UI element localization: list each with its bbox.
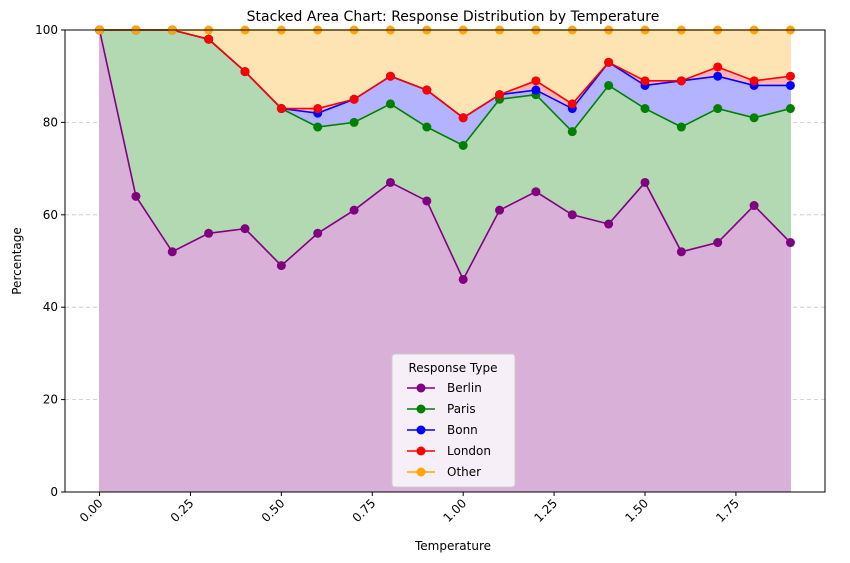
legend-item-other: Other bbox=[407, 465, 481, 479]
marker-berlin bbox=[313, 228, 323, 238]
x-tick-label: 0.50 bbox=[259, 496, 288, 525]
marker-berlin bbox=[785, 238, 795, 248]
series-markers bbox=[95, 25, 795, 284]
line-berlin bbox=[98, 29, 792, 282]
legend-title: Response Type bbox=[408, 361, 497, 375]
y-tick-label: 100 bbox=[35, 23, 58, 37]
marker-paris bbox=[676, 122, 686, 132]
legend-label: London bbox=[447, 444, 491, 458]
marker-london bbox=[276, 104, 286, 114]
marker-london bbox=[458, 113, 468, 123]
marker-berlin bbox=[422, 196, 432, 206]
y-axis-label: Percentage bbox=[10, 227, 24, 295]
marker-bonn bbox=[531, 85, 541, 95]
y-tick-label: 40 bbox=[43, 300, 58, 314]
legend-item-paris: Paris bbox=[407, 402, 476, 416]
marker-london bbox=[604, 57, 614, 67]
legend-swatch-marker bbox=[416, 467, 426, 477]
marker-paris bbox=[713, 104, 723, 114]
marker-berlin bbox=[676, 247, 686, 257]
marker-berlin bbox=[167, 247, 177, 257]
marker-london bbox=[676, 76, 686, 86]
x-tick-label: 0.25 bbox=[168, 496, 197, 525]
marker-berlin bbox=[749, 201, 759, 211]
legend-item-london: London bbox=[407, 444, 491, 458]
legend-swatch-marker bbox=[416, 425, 426, 435]
marker-paris bbox=[749, 113, 759, 123]
x-axis-label: Temperature bbox=[414, 539, 491, 553]
y-tick-label: 20 bbox=[43, 393, 58, 407]
x-tick-label: 0.75 bbox=[350, 496, 379, 525]
legend-entries: Berlin Paris Bonn London Other bbox=[407, 381, 491, 479]
marker-paris bbox=[604, 80, 614, 90]
y-tick-label: 60 bbox=[43, 208, 58, 222]
marker-berlin bbox=[640, 177, 650, 187]
legend-label: Bonn bbox=[447, 423, 478, 437]
plot-frame bbox=[64, 29, 826, 493]
marker-bonn bbox=[785, 80, 795, 90]
marker-london bbox=[422, 85, 432, 95]
legend-label: Paris bbox=[447, 402, 476, 416]
marker-london bbox=[495, 90, 505, 100]
legend-swatch-marker bbox=[416, 446, 426, 456]
marker-paris bbox=[313, 122, 323, 132]
x-tick-label: 1.75 bbox=[713, 496, 742, 525]
marker-berlin bbox=[349, 205, 359, 215]
marker-london bbox=[713, 62, 723, 72]
marker-paris bbox=[385, 99, 395, 109]
y-tick-label: 0 bbox=[50, 485, 58, 499]
legend-item-bonn: Bonn bbox=[407, 423, 478, 437]
marker-paris bbox=[422, 122, 432, 132]
marker-london bbox=[567, 99, 577, 109]
x-tick-label: 1.25 bbox=[531, 496, 560, 525]
marker-berlin bbox=[567, 210, 577, 220]
legend-label: Berlin bbox=[447, 381, 482, 395]
marker-berlin bbox=[604, 219, 614, 229]
legend-swatch-marker bbox=[416, 404, 426, 414]
marker-paris bbox=[567, 127, 577, 137]
marker-london bbox=[749, 76, 759, 86]
marker-berlin bbox=[385, 177, 395, 187]
marker-london bbox=[385, 71, 395, 81]
marker-london bbox=[240, 67, 250, 77]
y-tick-label: 80 bbox=[43, 115, 58, 129]
marker-berlin bbox=[458, 274, 468, 284]
legend-label: Other bbox=[447, 465, 481, 479]
marker-paris bbox=[640, 104, 650, 114]
marker-berlin bbox=[495, 205, 505, 215]
marker-berlin bbox=[276, 261, 286, 271]
legend: Response Type Berlin Paris Bonn London Other bbox=[391, 353, 516, 488]
marker-london bbox=[349, 94, 359, 104]
marker-london bbox=[640, 76, 650, 86]
legend-item-berlin: Berlin bbox=[407, 381, 482, 395]
marker-london bbox=[531, 76, 541, 86]
line-london bbox=[99, 29, 791, 119]
marker-berlin bbox=[204, 228, 214, 238]
legend-swatch-marker bbox=[416, 383, 426, 393]
marker-paris bbox=[785, 104, 795, 114]
marker-berlin bbox=[240, 224, 250, 234]
x-tick-label: 0.00 bbox=[77, 496, 106, 525]
marker-paris bbox=[349, 117, 359, 127]
marker-berlin bbox=[531, 187, 541, 197]
marker-berlin bbox=[131, 191, 141, 201]
marker-paris bbox=[458, 141, 468, 150]
marker-london bbox=[313, 104, 323, 114]
x-tick-label: 1.00 bbox=[441, 496, 470, 525]
chart-title: Stacked Area Chart: Response Distributio… bbox=[247, 9, 660, 25]
marker-london bbox=[785, 71, 795, 81]
x-tick-label: 1.50 bbox=[622, 496, 651, 525]
marker-bonn bbox=[713, 71, 723, 81]
marker-london bbox=[204, 34, 214, 44]
marker-berlin bbox=[713, 238, 723, 248]
